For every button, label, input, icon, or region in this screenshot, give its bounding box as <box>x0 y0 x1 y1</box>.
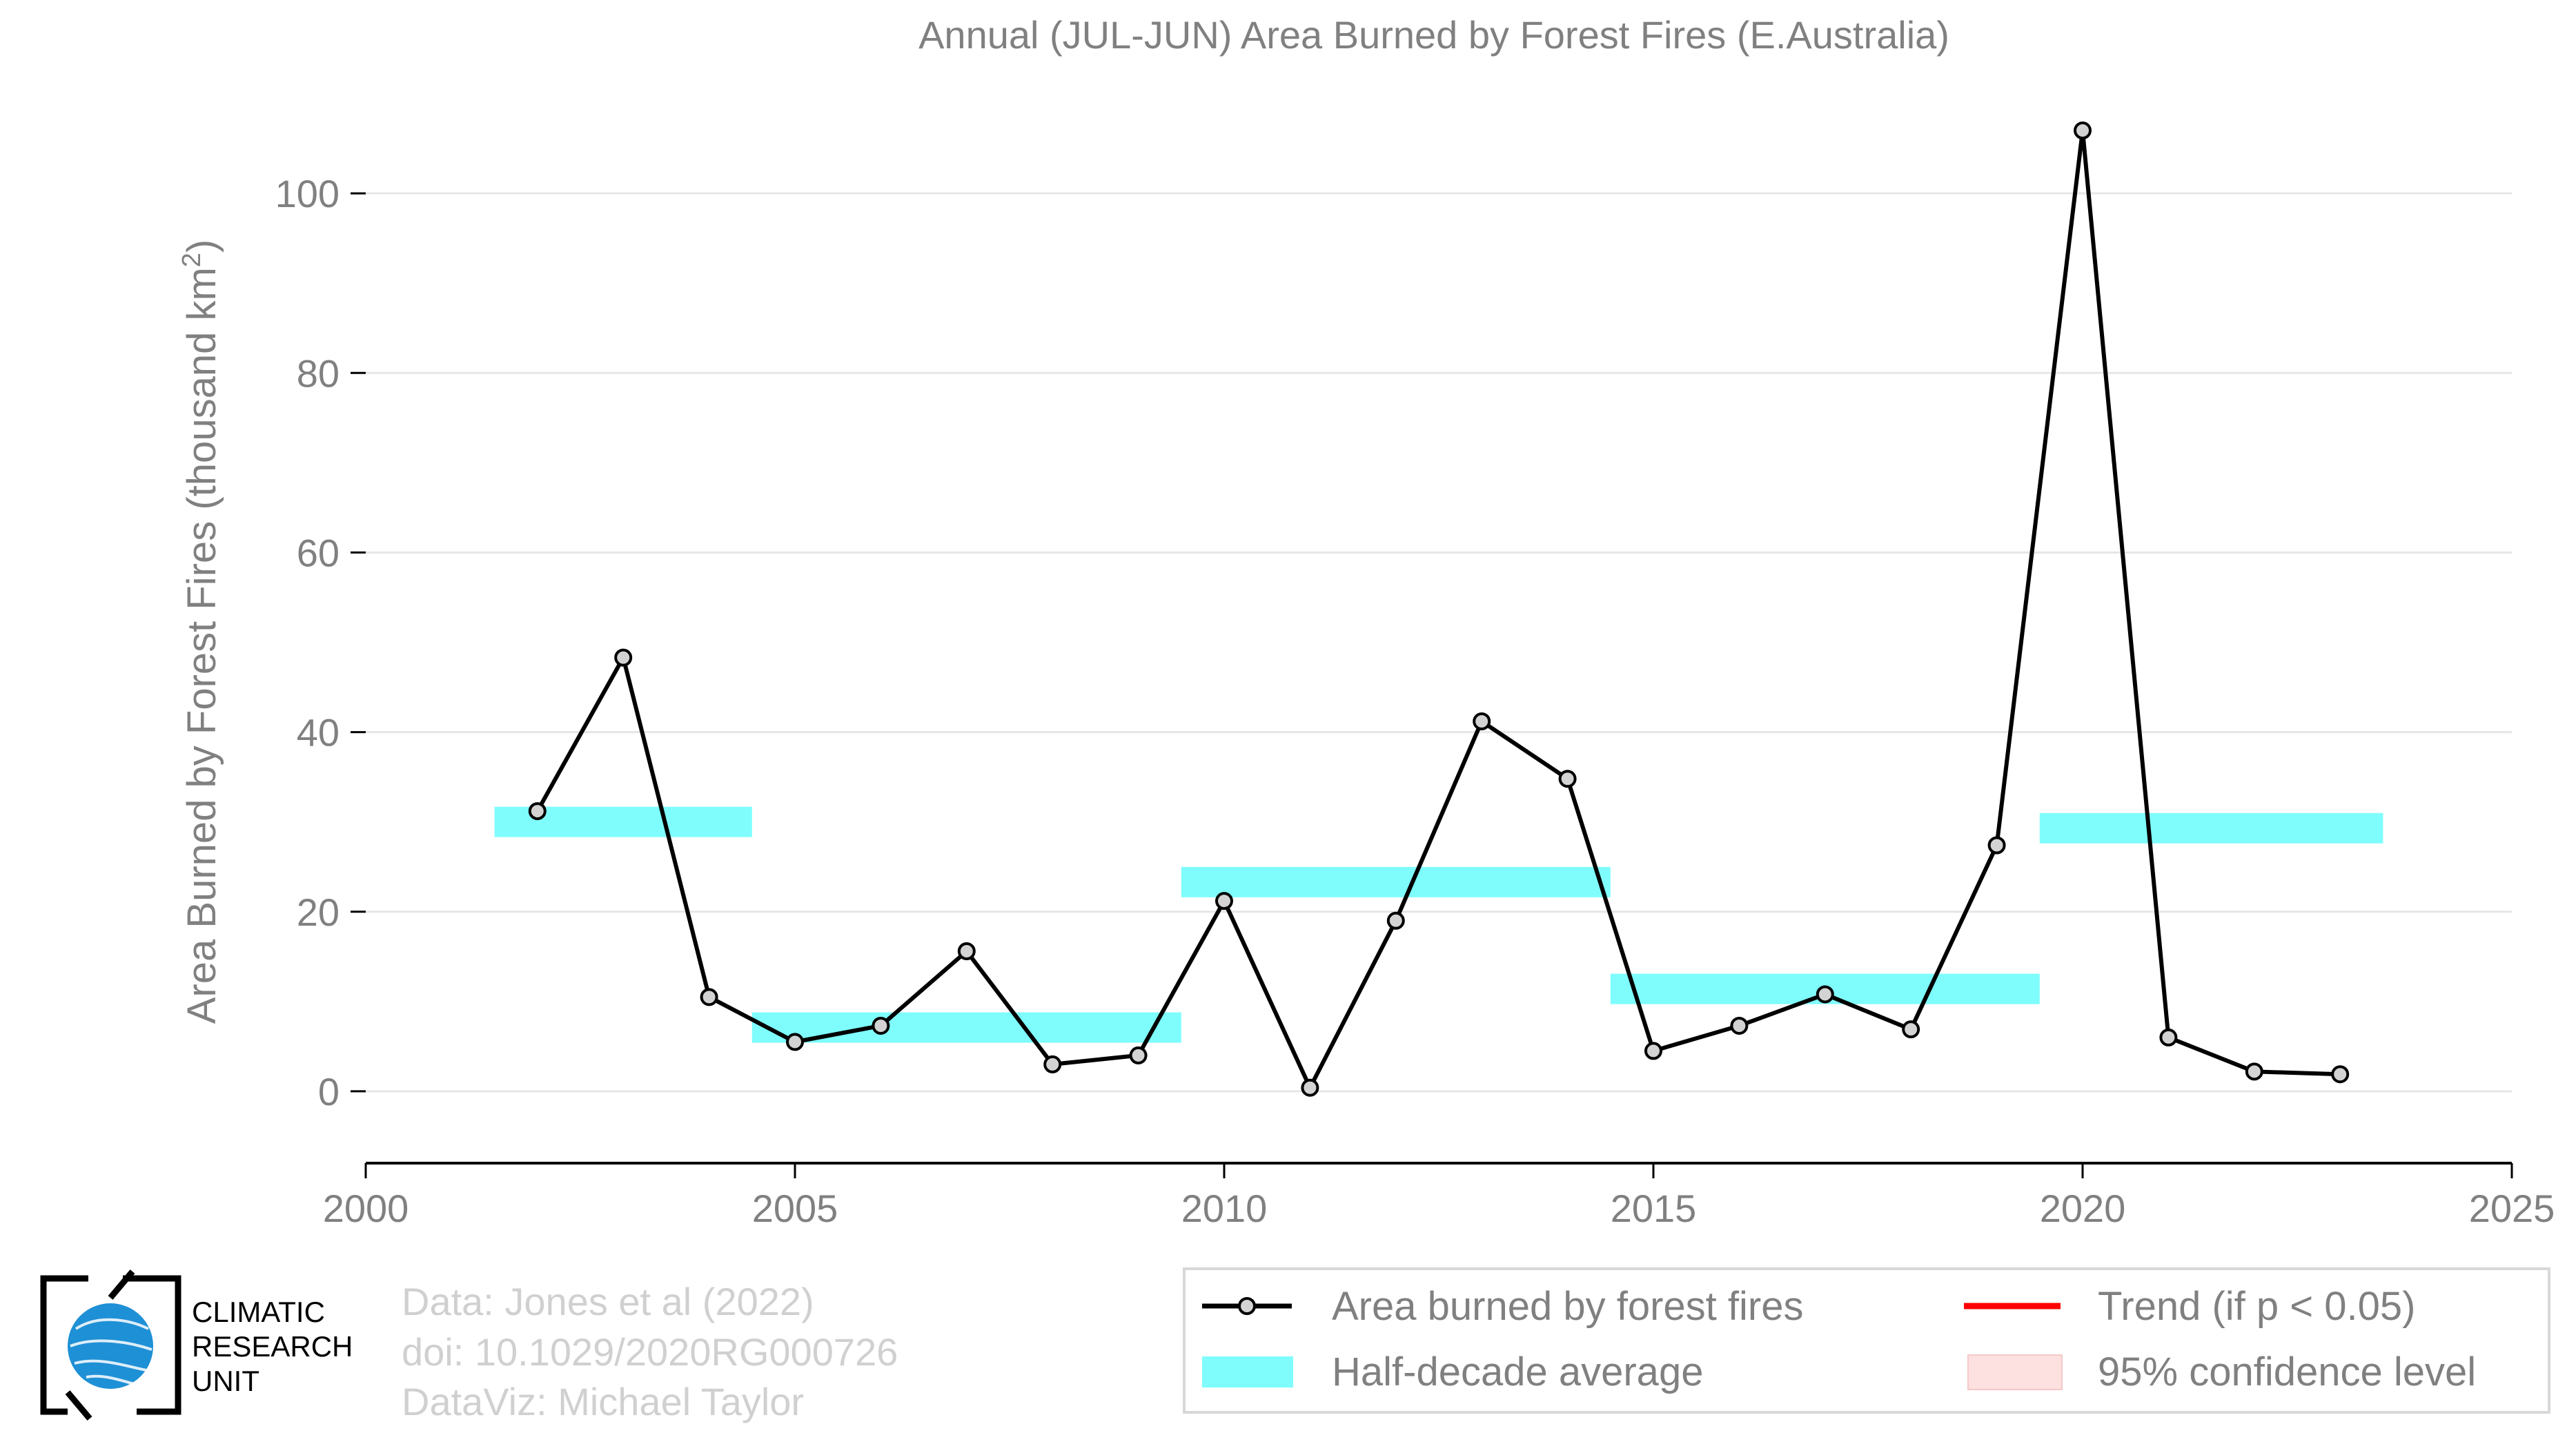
data-point <box>1816 985 1834 1004</box>
y-axis-label: Area Burned by Forest Fires (thousand km… <box>177 240 224 1024</box>
y-axis-label-main: Area Burned by Forest Fires (thousand km <box>179 267 224 1024</box>
x-tick-label: 2015 <box>1611 1187 1697 1230</box>
grid-lines <box>366 192 2512 1093</box>
data-point <box>957 942 976 960</box>
logo-line-3: UNIT <box>192 1365 259 1397</box>
y-tick-label: 60 <box>297 531 340 574</box>
area-burned-series <box>528 121 2350 1097</box>
y-tick-labels: 0 20 40 60 80 100 <box>275 172 366 1113</box>
y-axis-label-superscript: 2 <box>177 253 206 267</box>
credits-dataviz: DataViz: Michael Taylor <box>402 1380 804 1423</box>
data-point <box>700 988 718 1006</box>
legend-frame <box>1183 1267 2550 1414</box>
data-point <box>1644 1042 1662 1060</box>
data-point <box>1987 836 2006 855</box>
y-axis-label-close: ) <box>179 240 224 253</box>
x-tick-label: 2005 <box>752 1187 838 1230</box>
y-tick-label: 40 <box>297 711 340 754</box>
half-decade-bands <box>494 806 2383 1043</box>
cru-logo: CLIMATIC RESEARCH UNIT <box>40 1269 353 1421</box>
data-point <box>1730 1016 1749 1035</box>
legend-label-trend: Trend (if p < 0.05) <box>2098 1284 2415 1329</box>
y-tick-label: 80 <box>297 351 340 395</box>
chart-title: Annual (JUL-JUN) Area Burned by Forest F… <box>918 13 1949 57</box>
logo-bracket-icon <box>40 1275 181 1415</box>
legend-patch-confidence <box>1967 1354 2063 1390</box>
data-point <box>1129 1046 1148 1064</box>
data-point <box>2074 121 2092 140</box>
data-point <box>1386 911 1405 930</box>
y-tick-label: 0 <box>318 1070 340 1113</box>
data-point <box>1301 1078 1319 1097</box>
x-tick-label: 2020 <box>2040 1187 2126 1230</box>
data-point <box>1473 712 1491 730</box>
x-axis: 2000 2005 2010 2015 2020 2025 <box>323 1162 2555 1230</box>
data-point <box>1558 770 1577 788</box>
credits-doi: doi: 10.1029/2020RG000726 <box>402 1330 898 1374</box>
series-line <box>535 128 2341 1090</box>
y-tick-label: 100 <box>275 172 340 215</box>
credits-data: Data: Jones et al (2022) <box>402 1280 814 1323</box>
x-tick-label: 2000 <box>323 1187 409 1230</box>
legend-label-area-burned: Area burned by forest fires <box>1332 1284 1803 1329</box>
x-tick-label: 2010 <box>1181 1187 1268 1230</box>
legend-label-half-decade: Half-decade average <box>1332 1350 1703 1394</box>
legend: Area burned by forest fires Trend (if p … <box>1183 1267 2550 1414</box>
logo-line-2: RESEARCH <box>192 1330 353 1363</box>
data-point <box>2331 1065 2350 1084</box>
y-tick-label: 20 <box>297 890 340 934</box>
data-point <box>614 648 633 667</box>
data-point <box>1215 892 1233 910</box>
data-point <box>1043 1055 1062 1073</box>
data-point <box>1902 1020 1920 1039</box>
credits: Data: Jones et al (2022) doi: 10.1029/20… <box>402 1280 898 1423</box>
data-point <box>528 802 547 821</box>
logo-slash-top-icon <box>108 1269 135 1300</box>
globe-swirl-icon <box>70 1318 153 1385</box>
half-decade-band <box>2039 812 2383 844</box>
legend-label-confidence: 95% confidence level <box>2098 1350 2476 1394</box>
logo-slash-bottom-icon <box>65 1390 92 1421</box>
half-decade-band <box>1181 866 1611 897</box>
data-point <box>872 1016 890 1035</box>
data-point <box>786 1033 804 1051</box>
legend-patch-half-decade <box>1202 1356 1293 1387</box>
data-point <box>2159 1028 2178 1046</box>
logo-line-1: CLIMATIC <box>192 1296 325 1328</box>
x-tick-label: 2025 <box>2469 1187 2555 1230</box>
legend-marker-area-burned <box>1238 1297 1256 1315</box>
data-point <box>2245 1062 2263 1081</box>
